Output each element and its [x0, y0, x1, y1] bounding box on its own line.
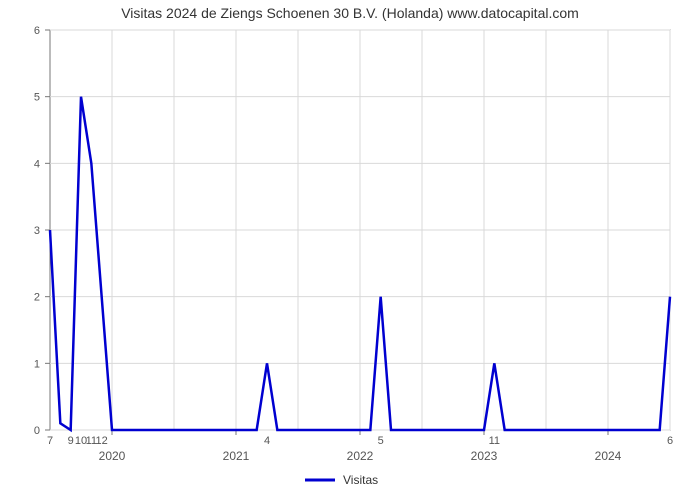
legend-label: Visitas: [343, 473, 378, 487]
x-year-label: 2020: [99, 449, 126, 463]
y-tick-label: 2: [34, 292, 40, 304]
y-tick-label: 0: [34, 425, 40, 437]
x-year-label: 2021: [223, 449, 250, 463]
x-year-label: 2022: [347, 449, 374, 463]
data-point-label: 7: [47, 435, 53, 447]
y-axis: 0 1 2 3 4 5 6: [34, 25, 50, 437]
y-tick-label: 4: [34, 158, 40, 170]
y-tick-label: 3: [34, 225, 40, 237]
x-year-label: 2024: [595, 449, 622, 463]
data-point-label: 6: [667, 435, 673, 447]
data-point-label: 11: [489, 435, 500, 447]
y-tick-label: 6: [34, 25, 40, 37]
y-tick-label: 1: [34, 358, 40, 370]
y-tick-label: 5: [34, 92, 40, 104]
x-year-label: 2023: [471, 449, 498, 463]
data-point-label: 4: [264, 435, 270, 447]
data-point-labels: 7910111245116: [47, 435, 673, 447]
x-axis: 2020 2021 2022 2023 2024: [99, 430, 622, 463]
visits-line-chart: Visitas 2024 de Ziengs Schoenen 30 B.V. …: [0, 0, 700, 500]
legend: Visitas: [305, 473, 378, 487]
data-point-label: 5: [378, 435, 384, 447]
data-point-label: 12: [96, 435, 108, 447]
chart-title: Visitas 2024 de Ziengs Schoenen 30 B.V. …: [121, 5, 579, 21]
data-point-label: 9: [68, 435, 74, 447]
